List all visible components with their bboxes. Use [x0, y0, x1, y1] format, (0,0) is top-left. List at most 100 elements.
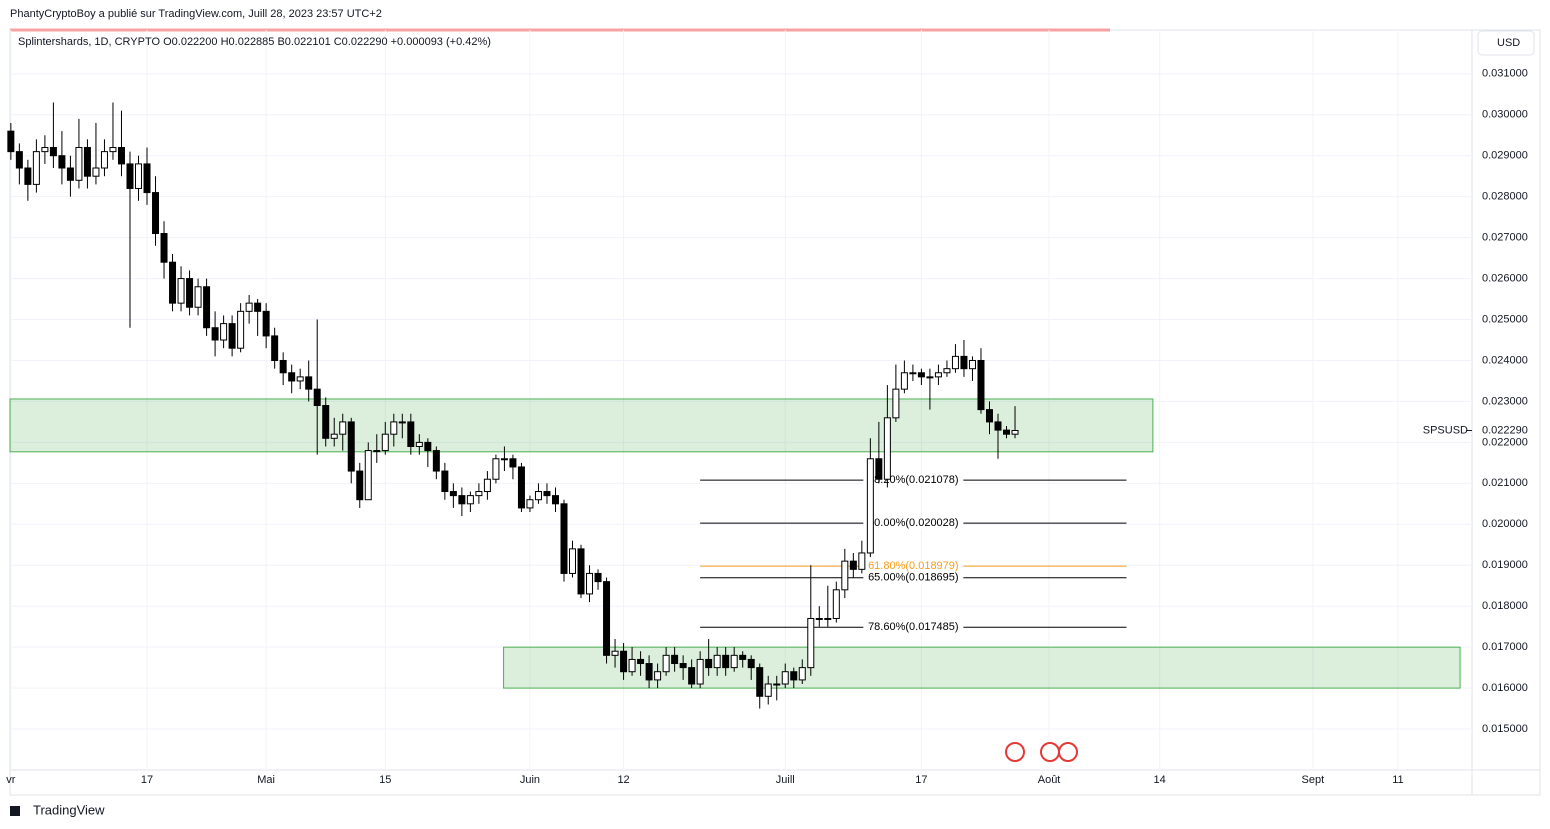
candle-body — [373, 450, 381, 453]
x-tick-label: Juin — [520, 774, 540, 786]
candle-body — [211, 327, 219, 341]
candle-body — [739, 654, 747, 660]
candle-body — [730, 654, 738, 669]
candle-body — [841, 560, 849, 591]
candle-body — [500, 458, 508, 461]
candle-body — [696, 658, 704, 685]
candle-body — [313, 388, 321, 407]
candle-body — [790, 671, 798, 681]
candle-body — [339, 421, 347, 435]
candle-body — [58, 155, 66, 169]
candle-body — [866, 458, 874, 554]
candle-body — [49, 147, 57, 157]
candle-body — [271, 335, 279, 361]
candle-body — [526, 499, 534, 509]
candle-body — [551, 495, 559, 505]
y-tick-label: 0.028000 — [1482, 191, 1528, 203]
candle-body — [492, 458, 500, 480]
candle-body — [483, 478, 491, 493]
y-tick-label: 0.030000 — [1482, 109, 1528, 121]
candle-body — [773, 683, 781, 686]
fib-label-bg — [863, 560, 964, 573]
candle-body — [15, 151, 23, 169]
candle-body — [611, 650, 619, 656]
candle-body — [415, 441, 423, 447]
candle-body — [100, 151, 108, 169]
candle-body — [807, 617, 815, 669]
fibonacci: 38.20%(0.021078)50.00%(0.020028)61.80%(0… — [700, 474, 1127, 634]
candle-body — [917, 372, 925, 378]
candle-body — [934, 372, 942, 378]
candle-body — [985, 409, 993, 423]
candle-body — [671, 654, 679, 665]
fib-label: 78.60%(0.017485) — [868, 621, 959, 633]
candle-body — [968, 359, 976, 370]
y-tick-label: 0.029000 — [1482, 150, 1528, 162]
fib-label-bg — [863, 621, 964, 634]
y-tick-label: 0.024000 — [1482, 354, 1528, 366]
candle-body — [654, 671, 662, 681]
candle-body — [288, 372, 296, 382]
candle-body — [594, 572, 602, 583]
candle-body — [296, 376, 304, 382]
candle-body — [909, 372, 917, 375]
candle-body — [832, 589, 840, 619]
candle-body — [424, 441, 432, 452]
candle-body — [994, 421, 1002, 431]
candle-body — [194, 286, 202, 308]
y-tick-label: 0.027000 — [1482, 232, 1528, 244]
candle-body — [764, 683, 772, 697]
candle-body — [705, 658, 713, 669]
candle-body — [407, 421, 415, 447]
candle-body — [364, 450, 372, 501]
candle-body — [466, 495, 474, 505]
y-tick-label: 0.017000 — [1482, 641, 1528, 653]
x-tick-label: Août — [1038, 774, 1061, 786]
candle-body — [1003, 429, 1011, 435]
candle-body — [83, 147, 91, 177]
candle-body — [254, 302, 262, 312]
candle-body — [186, 278, 194, 308]
x-tick-label: 15 — [379, 774, 391, 786]
candle-body — [722, 654, 730, 669]
fib-label: 61.80%(0.018979) — [868, 560, 959, 572]
fib-label-bg — [863, 517, 964, 530]
brand: TradingView — [33, 802, 105, 817]
candle-body — [220, 323, 228, 341]
y-tick-label: 0.019000 — [1482, 559, 1528, 571]
candle-body — [603, 581, 611, 656]
candle-body — [747, 658, 755, 669]
chart-frame — [9, 29, 1541, 796]
candle-body — [662, 654, 670, 673]
brand-logo — [10, 806, 20, 816]
x-tick-label: 11 — [1392, 774, 1403, 786]
candle-body — [534, 491, 542, 501]
candle-body — [356, 470, 364, 501]
candle-body — [926, 376, 934, 379]
candle-body — [305, 376, 313, 390]
candle-body — [390, 421, 398, 435]
candle-body — [815, 617, 823, 620]
candle-body — [126, 163, 134, 189]
candle-body — [7, 130, 15, 153]
header: PhantyCryptoBoy a publié sur TradingView… — [10, 8, 382, 20]
candle-body — [883, 417, 891, 480]
currency-label[interactable]: USD — [1497, 37, 1520, 49]
candle-body — [143, 163, 151, 194]
candle-body — [32, 151, 40, 185]
candle-body — [398, 421, 406, 424]
candle-body — [679, 663, 687, 669]
candle-body — [1011, 430, 1019, 435]
x-tick-label: 17 — [915, 774, 927, 786]
candle-body — [160, 233, 168, 263]
candle-body — [458, 495, 466, 505]
candle-body — [109, 147, 117, 153]
event-icons — [1005, 742, 1078, 762]
candle-body — [75, 147, 83, 181]
candle-body — [449, 491, 457, 497]
x-tick-label: Mai — [257, 774, 275, 786]
currency-button[interactable] — [1477, 30, 1535, 56]
x-tick-label: Sept — [1302, 774, 1325, 786]
candle-body — [943, 368, 951, 374]
